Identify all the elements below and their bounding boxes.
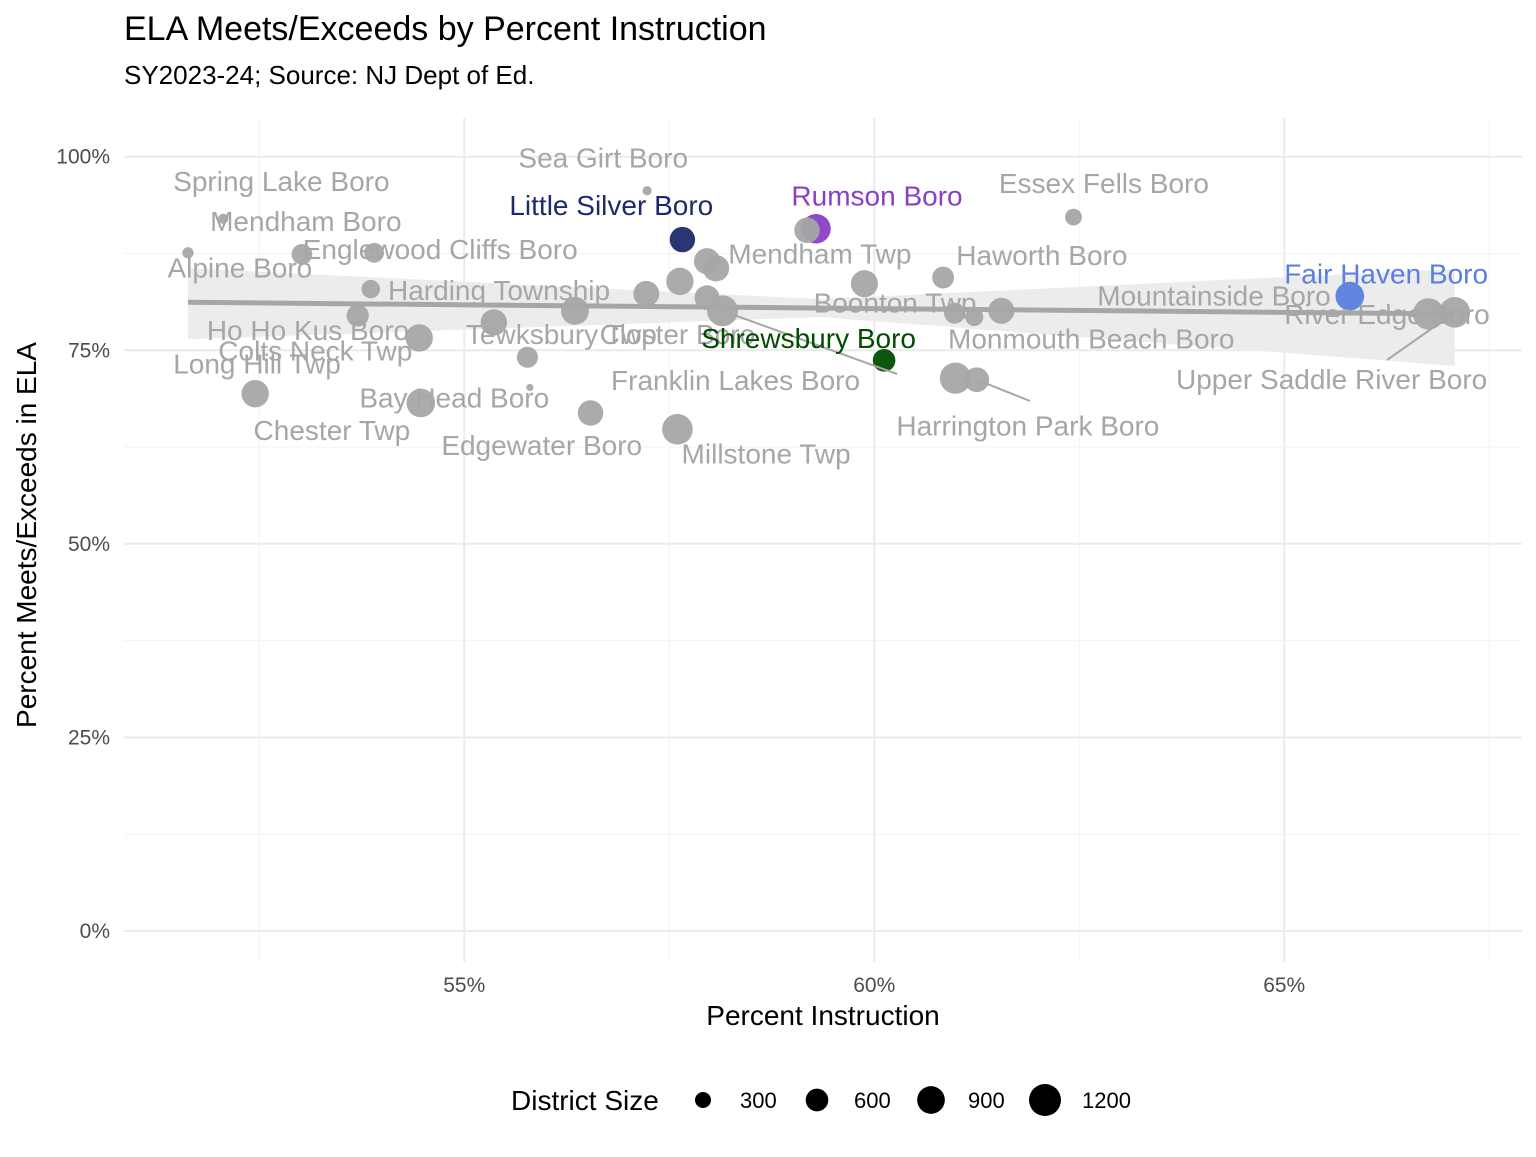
- data-point: [633, 280, 660, 307]
- data-point: [406, 388, 436, 418]
- data-point: [364, 242, 384, 263]
- legend-size-label: 900: [968, 1088, 1005, 1113]
- point-label: Tewksbury Twp: [466, 319, 657, 350]
- point-label: Upper Saddle River Boro: [1176, 364, 1487, 395]
- point-label: Edgewater Boro: [441, 430, 642, 461]
- leader-line: [1386, 311, 1456, 361]
- point-label: Long Hill Twp: [173, 349, 341, 380]
- confidence-band: [187, 268, 1455, 366]
- point-label: Colts Neck Twp: [218, 335, 412, 366]
- legend-size-dot: [917, 1086, 945, 1114]
- data-point: [526, 383, 534, 392]
- trend-band: [187, 268, 1455, 366]
- size-legend: District Size 300 600 900 1200: [511, 1084, 1131, 1116]
- y-tick-label: 75%: [68, 339, 110, 362]
- point-label: Ho Ho Kus Boro: [207, 315, 409, 346]
- point-label: Boonton Twp: [814, 287, 977, 318]
- data-point: [932, 266, 955, 289]
- y-tick-label: 25%: [68, 726, 110, 749]
- data-point: [241, 379, 269, 408]
- point-label: Rumson Boro: [791, 180, 962, 211]
- x-tick-label: 60%: [853, 974, 895, 997]
- y-tick-label: 100%: [56, 146, 110, 169]
- chart-title: ELA Meets/Exceeds by Percent Instruction: [124, 10, 767, 48]
- point-label: Englewood Cliffs Boro: [303, 234, 578, 265]
- leader-line: [976, 378, 1031, 402]
- data-point: [662, 413, 693, 445]
- point-label: Closter Boro: [600, 319, 756, 350]
- data-point: [669, 226, 696, 253]
- trend-line: [187, 299, 1455, 317]
- legend-size-label: 1200: [1082, 1088, 1131, 1113]
- point-label: Bay Head Boro: [359, 383, 549, 414]
- point-label: Haworth Boro: [956, 240, 1127, 271]
- data-point: [850, 270, 878, 298]
- data-point: [1412, 298, 1445, 330]
- data-point: [182, 247, 194, 259]
- legend-size-label: 300: [740, 1088, 777, 1113]
- data-point: [642, 186, 652, 196]
- data-point: [794, 217, 820, 244]
- y-tick-label: 50%: [68, 533, 110, 556]
- data-point: [361, 279, 381, 299]
- data-point: [702, 254, 730, 282]
- point-label: Little Silver Boro: [509, 190, 713, 221]
- point-label: Shrewsbury Boro: [701, 323, 916, 354]
- data-point: [939, 362, 972, 394]
- point-label: Millstone Twp: [682, 438, 851, 469]
- data-point: [577, 400, 604, 426]
- legend-size-dot: [805, 1088, 829, 1112]
- point-label: River Edge Boro: [1284, 299, 1489, 330]
- data-point: [516, 346, 538, 368]
- point-label: Fair Haven Boro: [1284, 259, 1488, 290]
- point-label: Alpine Boro: [167, 253, 312, 284]
- point-label: Mountainside Boro: [1097, 280, 1330, 311]
- data-point: [1335, 281, 1365, 311]
- point-label: Mendham Twp: [728, 239, 911, 270]
- label-leader-lines: [722, 309, 1456, 402]
- regression-line: [187, 299, 1455, 317]
- data-point: [965, 307, 984, 327]
- data-point: [218, 213, 229, 224]
- data-point: [1065, 208, 1082, 226]
- data-points: [182, 186, 1471, 445]
- data-point: [405, 324, 433, 352]
- point-label: Sea Girt Boro: [518, 143, 688, 174]
- chart-subtitle: SY2023-24; Source: NJ Dept of Ed.: [124, 60, 534, 90]
- legend-title: District Size: [511, 1085, 659, 1116]
- data-point: [666, 267, 694, 296]
- data-point: [944, 302, 966, 324]
- point-label: Harding Township: [388, 275, 610, 306]
- point-label: Chester Twp: [254, 415, 411, 446]
- y-axis-title: Percent Meets/Exceeds in ELA: [11, 342, 42, 728]
- y-tick-label: 0%: [80, 920, 110, 943]
- leader-line: [722, 309, 898, 375]
- x-tick-label: 65%: [1263, 974, 1305, 997]
- point-label: Franklin Lakes Boro: [611, 365, 860, 396]
- data-point: [346, 304, 369, 327]
- data-point: [988, 297, 1015, 324]
- point-label: Spring Lake Boro: [173, 166, 389, 197]
- point-label: Harrington Park Boro: [896, 410, 1159, 441]
- x-axis-ticks: 55% 60% 65%: [443, 974, 1305, 997]
- data-point: [964, 367, 990, 393]
- legend-size-label: 600: [854, 1088, 891, 1113]
- x-tick-label: 55%: [443, 974, 485, 997]
- legend-size-dot: [1029, 1084, 1061, 1116]
- legend-size-dot: [695, 1092, 711, 1108]
- point-label: Monmouth Beach Boro: [948, 324, 1234, 355]
- point-label: Essex Fells Boro: [999, 168, 1209, 199]
- y-axis-ticks: 0% 25% 50% 75% 100%: [56, 146, 110, 943]
- data-point: [872, 349, 896, 372]
- data-point: [480, 309, 508, 336]
- point-label: Mendham Boro: [210, 206, 401, 237]
- data-point: [291, 243, 313, 265]
- x-axis-title: Percent Instruction: [706, 1000, 939, 1031]
- data-point: [560, 296, 589, 325]
